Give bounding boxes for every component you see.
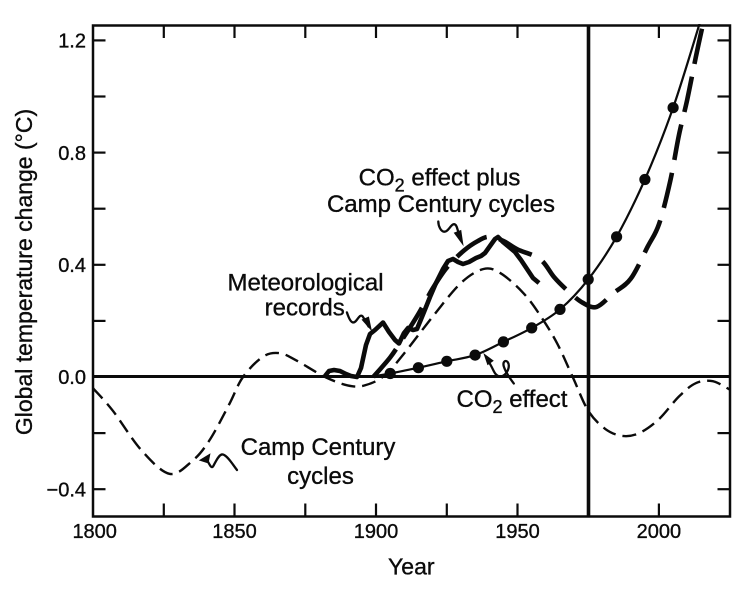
svg-text:CO2 effect plus: CO2 effect plus (359, 165, 521, 196)
svg-text:Camp Century cycles: Camp Century cycles (327, 191, 555, 218)
svg-text:1850: 1850 (212, 521, 257, 543)
svg-text:2000: 2000 (637, 521, 682, 543)
svg-text:0.0: 0.0 (58, 367, 86, 389)
svg-text:1.2: 1.2 (58, 31, 86, 53)
svg-text:Global temperature change (°C): Global temperature change (°C) (11, 109, 37, 435)
svg-text:1900: 1900 (354, 521, 399, 543)
svg-text:CO2 effect: CO2 effect (457, 386, 568, 417)
svg-text:0.8: 0.8 (58, 143, 86, 165)
svg-text:0.4: 0.4 (58, 255, 86, 277)
svg-text:1950: 1950 (495, 521, 540, 543)
svg-text:−0.4: −0.4 (47, 479, 86, 501)
svg-text:records: records (265, 294, 345, 321)
svg-text:1800: 1800 (72, 521, 117, 543)
svg-text:Meteorological: Meteorological (227, 270, 383, 297)
svg-text:Camp Century: Camp Century (241, 434, 396, 461)
svg-text:cycles: cycles (287, 463, 354, 490)
svg-text:Year: Year (388, 554, 435, 580)
